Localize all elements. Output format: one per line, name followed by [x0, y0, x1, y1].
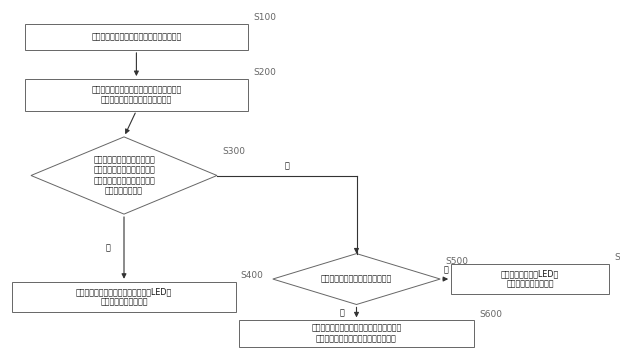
Text: S600: S600	[479, 310, 502, 319]
Text: 是: 是	[105, 243, 110, 252]
Text: S200: S200	[253, 68, 276, 77]
Text: 根据预设步骤将所述用户设置为预设用户，
生成与所述用户对应的控制指令并执行: 根据预设步骤将所述用户设置为预设用户， 生成与所述用户对应的控制指令并执行	[311, 324, 402, 343]
Text: 根据预设指令控制LED背
光源进行亮度平衡调节: 根据预设指令控制LED背 光源进行亮度平衡调节	[501, 269, 559, 289]
Text: S400: S400	[241, 271, 264, 280]
Text: S300: S300	[222, 147, 245, 156]
Text: S500: S500	[445, 257, 468, 266]
FancyBboxPatch shape	[451, 264, 609, 294]
FancyBboxPatch shape	[12, 282, 236, 312]
Polygon shape	[31, 137, 217, 214]
Text: 将获取的相似度与预设相似度
阈值进行大小比较，根据比较
结果判断所述液晶显示器前用
户是否为预设用户: 将获取的相似度与预设相似度 阈值进行大小比较，根据比较 结果判断所述液晶显示器前…	[93, 155, 155, 196]
Polygon shape	[273, 253, 440, 304]
Text: 否: 否	[285, 161, 289, 170]
FancyBboxPatch shape	[239, 320, 474, 347]
Text: 是: 是	[339, 308, 344, 317]
Text: S100: S100	[253, 13, 276, 22]
Text: S700: S700	[614, 253, 620, 263]
Text: 检测液晶显示器前用户的面部特征图像信息: 检测液晶显示器前用户的面部特征图像信息	[91, 32, 182, 41]
FancyBboxPatch shape	[25, 79, 248, 111]
Text: 根据与预设用户对应的控制指令控制LED背
光源进行亮度平衡调节: 根据与预设用户对应的控制指令控制LED背 光源进行亮度平衡调节	[76, 287, 172, 306]
Text: 否: 否	[443, 266, 448, 275]
Text: 提示用户是否将其设置为预设用户: 提示用户是否将其设置为预设用户	[321, 274, 392, 284]
FancyBboxPatch shape	[25, 24, 248, 50]
Text: 将检测到的面部特征图像信息与预设面部特
征图像信息进行对比以获取相似度: 将检测到的面部特征图像信息与预设面部特 征图像信息进行对比以获取相似度	[91, 85, 182, 105]
